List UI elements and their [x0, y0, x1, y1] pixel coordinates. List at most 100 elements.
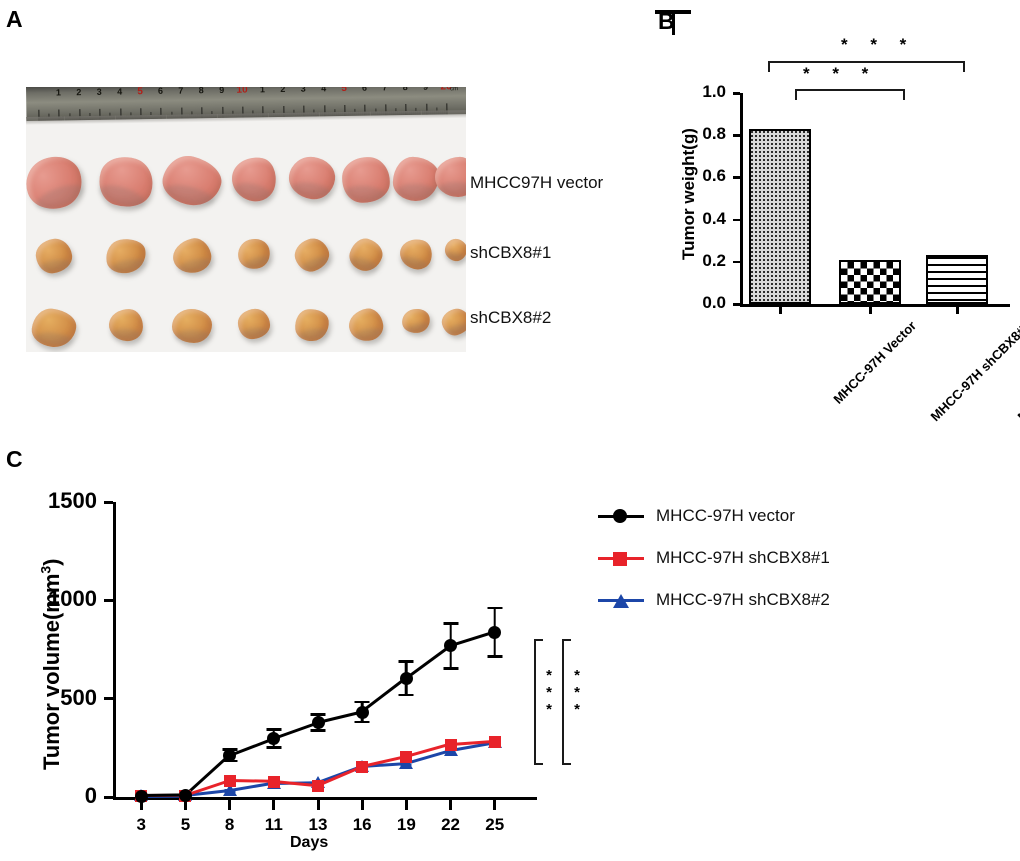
ruler-number: 6: [361, 87, 368, 93]
panel-c-stars-left: * * *: [546, 667, 552, 718]
panel-c-legend-label-1: MHCC-97H vector: [656, 506, 795, 525]
tumor-specimen: [172, 309, 212, 343]
tumor-specimen: [442, 236, 466, 264]
panel-c-y-tick: [104, 697, 113, 701]
tumor-specimen: [237, 308, 271, 340]
panel-c-x-tick-label-1: 3: [136, 815, 146, 834]
panel-c-x-tick-8: [449, 800, 453, 810]
ruler-number: 5: [137, 87, 143, 98]
panel-c-marker-circle: [488, 625, 502, 639]
ruler-number: 9: [219, 87, 225, 95]
tumor-specimen: [290, 234, 334, 276]
panel-b-y-tick: [733, 260, 740, 264]
legend-square-icon: [613, 552, 627, 566]
panel-c-line-chart: Tumor volume(mm3) 0 500 1000 1500 3 5 8 11 13 16…: [0, 440, 1020, 861]
panel-b-error-bar-3: [655, 10, 691, 59]
panel-c-marker-square: [267, 775, 280, 788]
panel-c-y-axis: [113, 502, 117, 799]
panel-b-y-axis: [740, 93, 743, 306]
panel-c-x-tick-label-6: 16: [352, 815, 372, 834]
panel-b-letter: B: [658, 8, 675, 34]
panel-c-y-tick-label: 0: [84, 783, 97, 808]
ruler-number: 9: [423, 87, 428, 92]
panel-b-x-tick-2: [869, 306, 872, 314]
tumor-specimen: [345, 234, 387, 276]
tumor-specimen: [286, 154, 338, 202]
panel-c-x-axis-label: Days: [290, 834, 329, 851]
legend-circle-icon: [613, 509, 627, 523]
panel-c-marker-circle: [399, 671, 413, 685]
ruler-number: 5: [341, 87, 347, 95]
panel-b-x-axis: [740, 304, 1010, 307]
panel-a-tumor-photograph: 1234567891012345678920 cm: [26, 87, 466, 352]
panel-c-y-tick: [104, 795, 113, 799]
tumor-specimen: [228, 153, 280, 205]
panel-b-x-tick-1: [779, 306, 782, 314]
ruler-number: 7: [382, 87, 388, 93]
panel-c-legend-label-3: MHCC-97H shCBX8#2: [656, 590, 830, 609]
panel-b-bar-1: [749, 128, 811, 304]
panel-c-marker-square: [400, 751, 413, 764]
panel-c-marker-square: [312, 779, 324, 792]
tumor-specimen: [293, 307, 331, 343]
panel-c-x-tick-label-3: 8: [224, 815, 235, 834]
tumor-specimen: [92, 150, 160, 214]
panel-c-marker-circle: [355, 705, 369, 719]
tumor-specimen: [103, 235, 149, 277]
panel-c-legend-item-3: MHCC-97H shCBX8#2: [598, 590, 830, 610]
panel-c-x-tick-9: [493, 800, 497, 810]
panel-b-y-tick: [733, 134, 740, 137]
panel-b-y-tick-label: 1.0: [702, 82, 726, 101]
legend-triangle-icon: [613, 594, 629, 608]
ruler-number: 1: [55, 87, 62, 98]
ruler-unit-label: cm: [450, 87, 459, 93]
tumor-specimen: [158, 150, 226, 212]
panel-c-y-tick-label: 1500: [48, 488, 97, 513]
panel-c-x-tick-label-8: 22: [441, 815, 461, 834]
tumor-specimen: [434, 156, 466, 198]
panel-a-row-label-shcbx8-1: shCBX8#1: [470, 243, 552, 262]
panel-c-marker-circle: [444, 639, 458, 653]
tumor-specimen: [340, 154, 392, 206]
ruler-number: 10: [236, 87, 248, 96]
panel-c-y-tick: [104, 500, 113, 504]
tumor-specimen: [169, 235, 215, 277]
panel-c-marker-square: [488, 735, 501, 748]
ruler-number: 2: [76, 87, 82, 98]
panel-a-row-label-shcbx8-2: shCBX8#2: [470, 308, 552, 327]
tumor-specimen: [26, 148, 90, 218]
panel-c-stars-right: * * *: [574, 667, 580, 718]
tumor-specimen: [439, 305, 466, 339]
ruler-number: 1: [259, 87, 266, 95]
panel-c-x-tick-1: [139, 800, 143, 810]
panel-c-x-tick-6: [360, 800, 364, 810]
panel-b-x-tick-label-2: MHCC-97H shCBX8#1: [927, 318, 1020, 425]
ruler-number: 2: [280, 87, 286, 95]
panel-c-x-tick-2: [183, 800, 188, 810]
panel-b-stars-inner: * * *: [803, 64, 878, 83]
panel-c-x-tick-label-4: 11: [264, 815, 283, 834]
panel-b-y-tick: [733, 176, 740, 179]
panel-c-x-tick-4: [272, 800, 276, 810]
ruler-number: 4: [321, 87, 327, 94]
panel-c-x-tick-label-7: 19: [396, 815, 416, 834]
panel-b-y-axis-label: Tumor weight(g): [679, 128, 698, 260]
panel-b-stars-outer: * * *: [841, 35, 916, 54]
panel-c-x-axis: [113, 797, 537, 801]
panel-b-bar-chart: Tumor weight(g) 0.0 0.2 0.4 0.6 0.8 1.0 MHCC-…: [655, 10, 1020, 430]
panel-a-row-label-vector: MHCC97H vector: [470, 173, 604, 192]
ruler-number: 3: [96, 87, 102, 97]
panel-c-x-tick-7: [404, 800, 409, 810]
panel-c-legend-swatch-2: [598, 549, 644, 567]
panel-c-x-tick-label-2: 5: [180, 815, 191, 834]
panel-c-legend-swatch-3: [598, 591, 644, 609]
panel-c-legend-item-2: MHCC-97H shCBX8#1: [598, 548, 830, 568]
panel-c-x-tick-label-5: 13: [308, 815, 328, 834]
panel-c-y-tick-label: 500: [60, 684, 97, 710]
panel-c-x-tick-3: [228, 800, 232, 810]
panel-c-legend-item-1: MHCC-97H vector: [598, 506, 795, 526]
panel-c-marker-square: [444, 738, 457, 751]
tumor-specimen: [396, 235, 436, 273]
panel-b-y-tick-label: 0.0: [702, 293, 726, 312]
ruler-number: 8: [402, 87, 408, 93]
